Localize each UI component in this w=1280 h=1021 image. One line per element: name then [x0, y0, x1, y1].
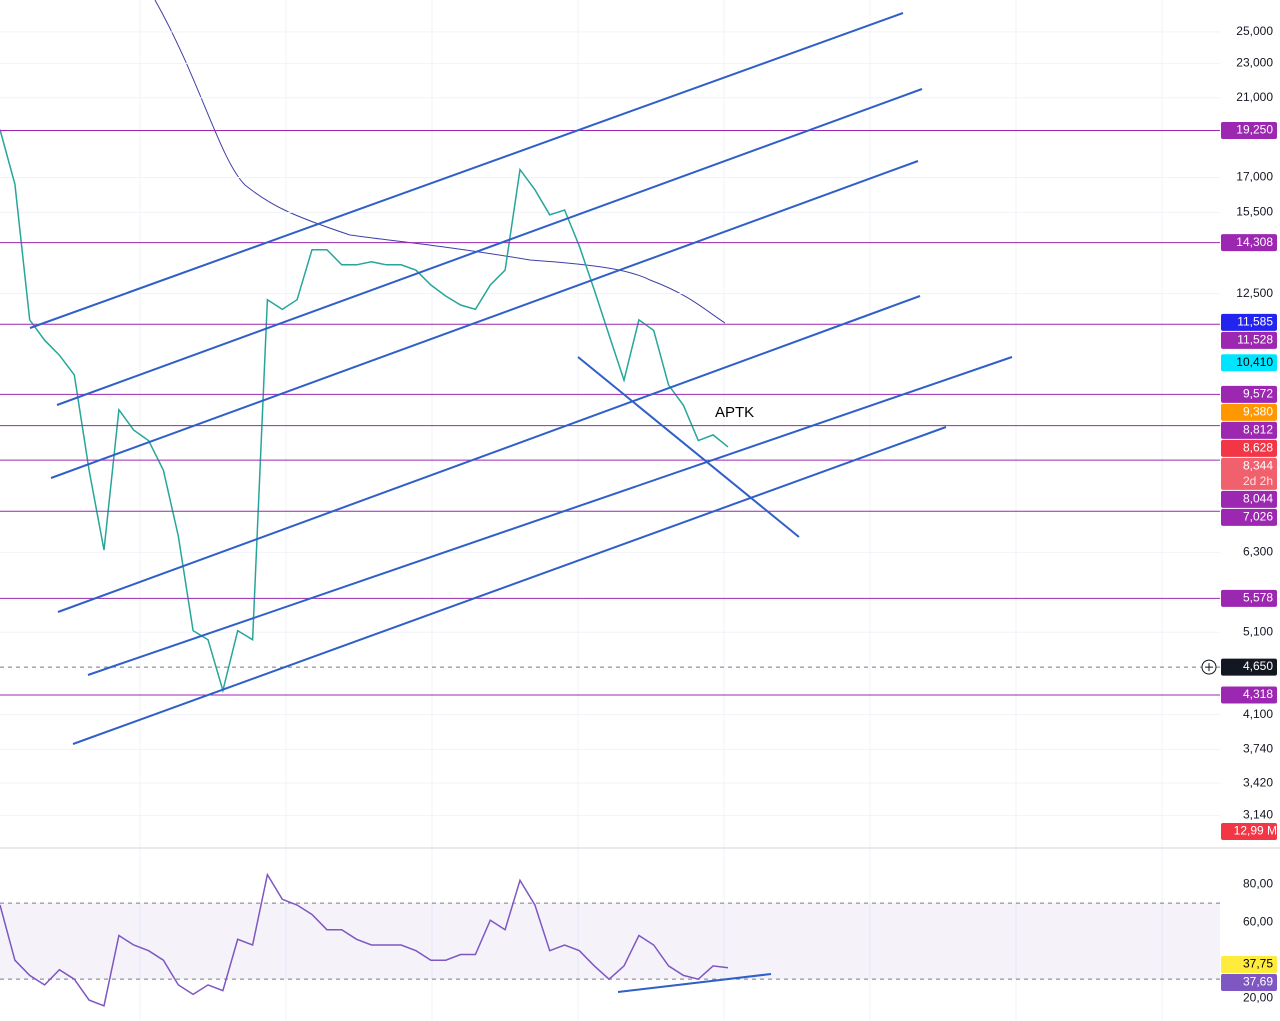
series-line	[0, 129, 729, 694]
price-label-box	[1221, 421, 1277, 439]
price-label: 8,344	[1243, 459, 1273, 473]
y-tick-label: 15,500	[1236, 205, 1273, 219]
price-label: 4,650	[1243, 659, 1273, 673]
volume-label: 12,99 M	[1234, 824, 1277, 838]
price-label: 9,572	[1243, 387, 1273, 401]
y-tick-label: 80,00	[1243, 876, 1273, 890]
price-label: 37,75	[1243, 957, 1273, 971]
y-tick-label: 4,100	[1243, 707, 1273, 721]
price-label-box	[1221, 955, 1277, 973]
y-tick-label: 25,000	[1236, 24, 1273, 38]
price-label-box	[1221, 234, 1277, 252]
price-label-box	[1221, 973, 1277, 991]
price-label: 19,250	[1236, 123, 1273, 137]
trend-lines	[29, 12, 1013, 993]
price-label: 9,380	[1243, 405, 1273, 419]
price-label: 4,318	[1243, 687, 1273, 701]
y-tick-label: 12,500	[1236, 286, 1273, 300]
price-label-box	[1221, 403, 1277, 421]
price-label-box	[1221, 354, 1277, 372]
y-tick-label: 17,000	[1236, 170, 1273, 184]
countdown: 2d 2h	[1243, 474, 1273, 488]
price-label-box	[1221, 385, 1277, 403]
y-tick-label: 21,000	[1236, 90, 1273, 104]
price-label-box	[1221, 686, 1277, 704]
price-label-box	[1221, 313, 1277, 331]
price-label: 11,528	[1237, 333, 1273, 347]
price-label-box	[1221, 122, 1277, 140]
price-label-box	[1221, 490, 1277, 508]
y-tick-label: 60,00	[1243, 914, 1273, 928]
price-label: 10,410	[1236, 355, 1273, 369]
rsi-band	[0, 903, 1220, 980]
y-tick-label: 3,420	[1243, 775, 1273, 789]
grid-verticals	[139, 0, 1163, 1021]
price-label: 8,044	[1243, 492, 1273, 506]
price-label-box	[1221, 589, 1277, 607]
price-label: 5,578	[1243, 591, 1273, 605]
moving-average	[154, 0, 726, 324]
y-tick-label: 23,000	[1236, 56, 1273, 70]
price-label: 14,308	[1236, 235, 1273, 249]
price-label: 11,585	[1237, 315, 1273, 329]
series-line	[0, 872, 729, 1007]
price-label-box	[1221, 439, 1277, 457]
y-tick-label: 6,300	[1243, 545, 1273, 559]
price-label-box	[1221, 508, 1277, 526]
price-label-box	[1221, 457, 1277, 490]
price-label-box	[1221, 331, 1277, 349]
price-label: 8,812	[1243, 423, 1273, 437]
y-tick-label: 20,00	[1243, 990, 1273, 1004]
y-tick-label: 5,100	[1243, 624, 1273, 638]
price-label: 7,026	[1243, 510, 1273, 524]
price-label-box	[1221, 658, 1277, 676]
price-label: 37,69	[1243, 975, 1273, 989]
crosshair-plus	[1205, 663, 1213, 672]
price-label: 8,628	[1243, 441, 1273, 455]
y-tick-label: 3,740	[1243, 741, 1273, 755]
annotation: APTK	[715, 404, 754, 421]
volume-label-box	[1221, 823, 1277, 840]
y-tick-label: 3,140	[1243, 808, 1273, 822]
